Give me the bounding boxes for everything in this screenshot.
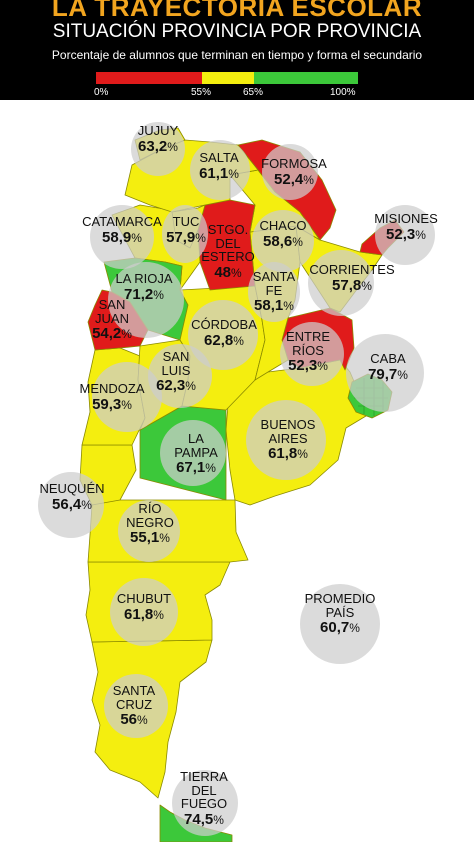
label-neuquen: NEUQUÉN 56,4%: [39, 481, 105, 513]
bubble-la-pampa: [160, 420, 226, 486]
bubble-caba: [346, 334, 424, 412]
label-santa-cruz: SANTA CRUZ 56%: [112, 683, 156, 729]
legend-yellow-segment: [202, 72, 254, 84]
legend-tick-55: 55%: [191, 87, 212, 98]
legend-red-segment: [96, 72, 202, 84]
bubble-buenos-aires: [246, 400, 326, 480]
page-title: LA TRAYECTORIA ESCOLAR: [51, 0, 423, 22]
bubble-entre-rios: [280, 322, 344, 386]
label-cordoba: CÓRDOBA 62,8%: [191, 317, 257, 349]
legend-green-segment: [254, 72, 358, 84]
header: LA TRAYECTORIA ESCOLAR SITUACIÓN PROVINC…: [0, 0, 474, 100]
label-chubut: CHUBUT 61,8%: [116, 591, 172, 623]
bubble-chaco: [252, 210, 314, 272]
label-promedio-pais: PROMEDIO PAÍS 60,7%: [304, 591, 376, 637]
label-misiones: MISIONES 52,3%: [374, 211, 438, 243]
label-mendoza: MENDOZA 59,3%: [79, 381, 145, 413]
label-santa-fe: SANTA FE 58,1%: [252, 269, 296, 315]
bubble-la-rioja: [108, 262, 184, 338]
bubble-jujuy: [131, 122, 185, 176]
label-la-rioja: LA RIOJA 71,2%: [115, 271, 173, 303]
label-tierra-del-fuego: TIERRA DEL FUEGO 74,5%: [180, 769, 228, 828]
color-scale-legend: [96, 72, 358, 84]
label-formosa: FORMOSA 52,4%: [261, 156, 327, 188]
bubble-corrientes: [308, 250, 374, 316]
bubble-formosa: [262, 144, 318, 200]
label-catamarca: CATAMARCA 58,9%: [82, 214, 162, 246]
bubble-neuquen: [38, 472, 104, 538]
legend-tick-0: 0%: [94, 87, 109, 98]
bubble-salta: [190, 140, 250, 200]
label-la-pampa: LA PAMPA 67,1%: [174, 431, 218, 477]
label-buenos-aires: BUENOS AIRES 61,8%: [260, 417, 316, 463]
label-chaco: CHACO 58,6%: [259, 218, 307, 250]
bubble-tucuman: [162, 205, 208, 263]
label-corrientes: CORRIENTES 57,8%: [309, 262, 395, 294]
bubble-chubut: [110, 578, 178, 646]
bubble-mendoza: [92, 362, 162, 432]
label-jujuy: JUJUY 63,2%: [137, 123, 179, 155]
label-tucuman: TUC 57,9%: [166, 214, 206, 246]
bubble-santa-cruz: [104, 674, 168, 738]
page-subtitle: SITUACIÓN PROVINCIA POR PROVINCIA: [52, 21, 422, 42]
label-san-luis: SAN LUIS 62,3%: [156, 349, 196, 395]
bubble-catamarca: [90, 205, 154, 269]
bubble-tierra-del-fuego: [172, 770, 238, 836]
bubble-promedio-pais: [300, 584, 380, 664]
legend-tick-65: 65%: [243, 87, 264, 98]
label-santiago-del-estero: STGO. DEL ESTERO 48%: [201, 222, 255, 281]
label-san-juan: SAN JUAN 54,2%: [92, 297, 132, 343]
caption: Porcentaje de alumnos que terminan en ti…: [51, 48, 423, 62]
label-rio-negro: RÍO NEGRO 55,1%: [126, 501, 174, 547]
label-caba: CABA 79,7%: [368, 351, 408, 383]
label-entre-rios: ENTRE RÍOS 52,3%: [285, 329, 331, 375]
label-salta: SALTA 61,1%: [199, 150, 239, 182]
bubble-misiones: [375, 205, 435, 265]
legend-tick-100: 100%: [330, 87, 356, 98]
bubble-rio-negro: [118, 500, 180, 562]
bubble-santa-fe: [248, 262, 300, 322]
